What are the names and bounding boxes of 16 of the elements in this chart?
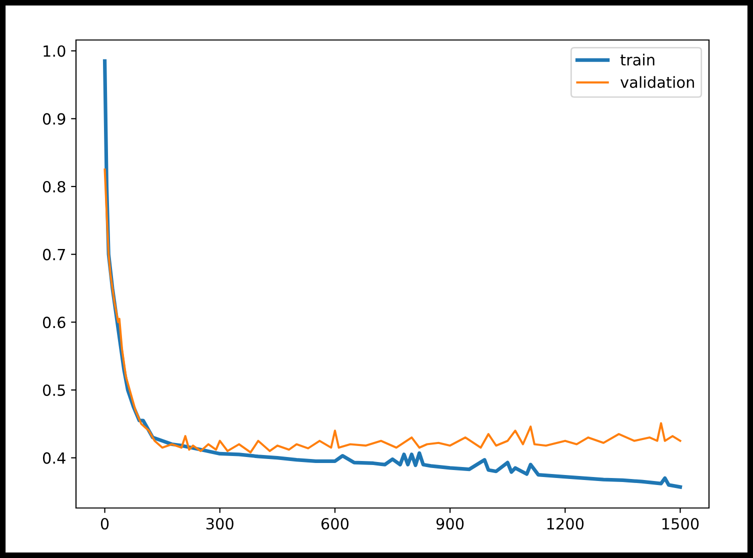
y-tick-label: 0.6 [42,316,66,328]
y-tick-label: 0.5 [42,384,65,396]
x-tick-label: 1500 [662,518,699,530]
y-tick-label: 0.8 [42,180,66,193]
x-tick-label: 600 [321,518,349,530]
legend-label: validation [620,76,694,88]
x-tick-label: 0 [100,518,109,530]
y-tick-label: 1.0 [44,45,66,57]
y-tick-label: 0.4 [42,452,66,464]
line-series [104,168,682,454]
x-tick-label: 900 [436,518,464,530]
y-tick-label: 0.7 [42,248,65,260]
y-tick-label: 0.9 [42,113,66,125]
legend-label: train [620,54,654,66]
x-tick-label: 300 [206,518,234,530]
x-tick-label: 1200 [547,518,584,530]
